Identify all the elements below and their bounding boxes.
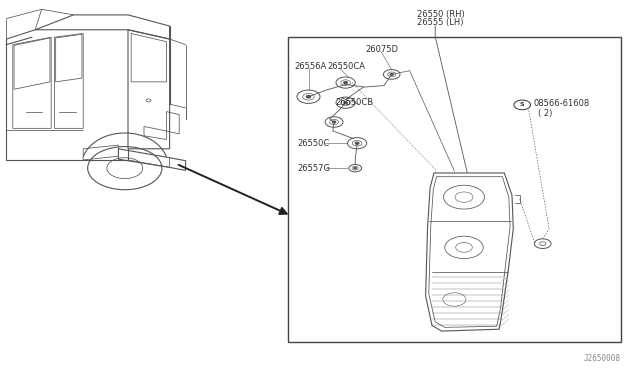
Text: 26550C: 26550C: [297, 139, 329, 148]
Circle shape: [354, 167, 356, 169]
Text: 26550CB: 26550CB: [335, 98, 374, 107]
Text: 26556A: 26556A: [294, 62, 326, 71]
Text: 26075D: 26075D: [365, 45, 399, 54]
Circle shape: [307, 96, 310, 98]
Text: 26555 (LH): 26555 (LH): [417, 18, 464, 27]
Text: 26557G: 26557G: [297, 164, 330, 173]
Circle shape: [344, 81, 348, 84]
Circle shape: [390, 74, 393, 75]
Text: 26550 (RH): 26550 (RH): [417, 10, 465, 19]
Text: 08566-61608: 08566-61608: [534, 99, 590, 108]
Circle shape: [355, 142, 359, 144]
Circle shape: [344, 102, 348, 104]
Text: ( 2): ( 2): [538, 109, 552, 118]
Circle shape: [332, 121, 336, 123]
Text: 26550CA: 26550CA: [328, 62, 365, 71]
Text: S: S: [520, 102, 525, 108]
Text: J2650008: J2650008: [584, 354, 621, 363]
Bar: [288, 37, 621, 342]
